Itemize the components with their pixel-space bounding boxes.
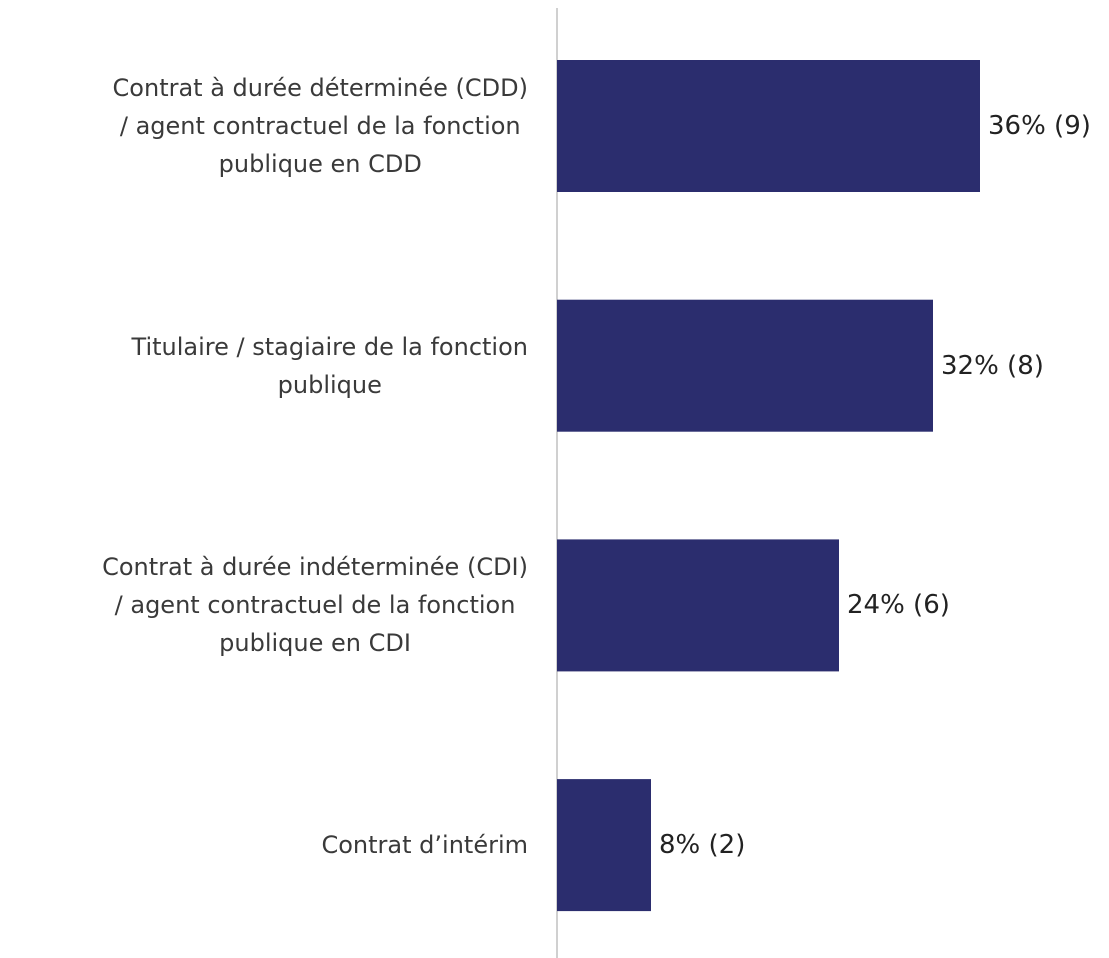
category-label-text: Contrat à durée indéterminée (CDI) / age… <box>102 553 528 658</box>
category-label-text: Contrat d’intérim <box>321 831 528 860</box>
category-label-text: Contrat à durée déterminée (CDD) / agent… <box>112 74 528 178</box>
value-label: 36% (9) <box>988 111 1091 141</box>
bar <box>557 60 980 192</box>
bar <box>557 299 933 432</box>
category-label: Contrat à durée déterminée (CDD) / agent… <box>0 69 528 183</box>
value-label: 32% (8) <box>941 350 1044 381</box>
category-label: Contrat à durée indéterminée (CDI) / age… <box>0 548 528 662</box>
bar <box>557 779 651 912</box>
value-label: 24% (6) <box>847 590 950 621</box>
category-label: Contrat d’intérim <box>0 826 528 864</box>
category-label: Titulaire / stagiaire de la fonction pub… <box>0 328 528 404</box>
value-label: 8% (2) <box>659 830 746 861</box>
bar <box>557 539 839 672</box>
category-label-text: Titulaire / stagiaire de la fonction pub… <box>131 332 528 399</box>
